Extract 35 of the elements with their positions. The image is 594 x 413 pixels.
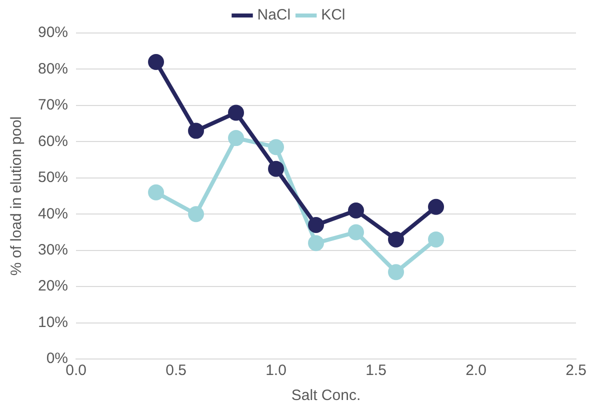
point bbox=[428, 231, 444, 248]
y-tick-label: 10% bbox=[38, 314, 68, 331]
y-tick-label: 30% bbox=[38, 241, 68, 258]
y-axis-title: % of load in elution pool bbox=[8, 116, 26, 276]
y-tick-label: 40% bbox=[38, 205, 68, 222]
x-axis-title: Salt Conc. bbox=[291, 387, 361, 404]
x-tick-label: 0.5 bbox=[166, 362, 186, 380]
y-tick-label: 90% bbox=[38, 24, 68, 42]
x-tick-label: 1.5 bbox=[366, 362, 386, 380]
point bbox=[388, 231, 404, 248]
y-tick-label: 50% bbox=[38, 169, 68, 186]
point bbox=[148, 184, 164, 200]
point bbox=[428, 198, 444, 215]
x-tick-label: 1.0 bbox=[266, 362, 286, 380]
y-tick-label: 70% bbox=[38, 96, 68, 114]
point bbox=[268, 160, 284, 177]
y-tick-label: 20% bbox=[38, 278, 68, 295]
point bbox=[268, 139, 284, 156]
x-tick-label: 0.0 bbox=[66, 362, 86, 380]
point bbox=[348, 224, 364, 240]
point bbox=[148, 54, 164, 70]
point bbox=[228, 104, 244, 121]
x-tick-label: 2.5 bbox=[566, 362, 586, 380]
point bbox=[348, 202, 364, 218]
point bbox=[308, 216, 324, 233]
point bbox=[188, 122, 204, 139]
point bbox=[388, 264, 404, 280]
legend-label: KCl bbox=[321, 6, 346, 24]
y-tick-label: 80% bbox=[38, 60, 68, 78]
y-tick-label: 60% bbox=[38, 132, 68, 150]
point bbox=[308, 235, 324, 252]
point bbox=[228, 130, 244, 146]
point bbox=[188, 206, 204, 222]
x-tick-label: 2.0 bbox=[466, 362, 486, 380]
legend-label: NaCl bbox=[257, 6, 291, 24]
